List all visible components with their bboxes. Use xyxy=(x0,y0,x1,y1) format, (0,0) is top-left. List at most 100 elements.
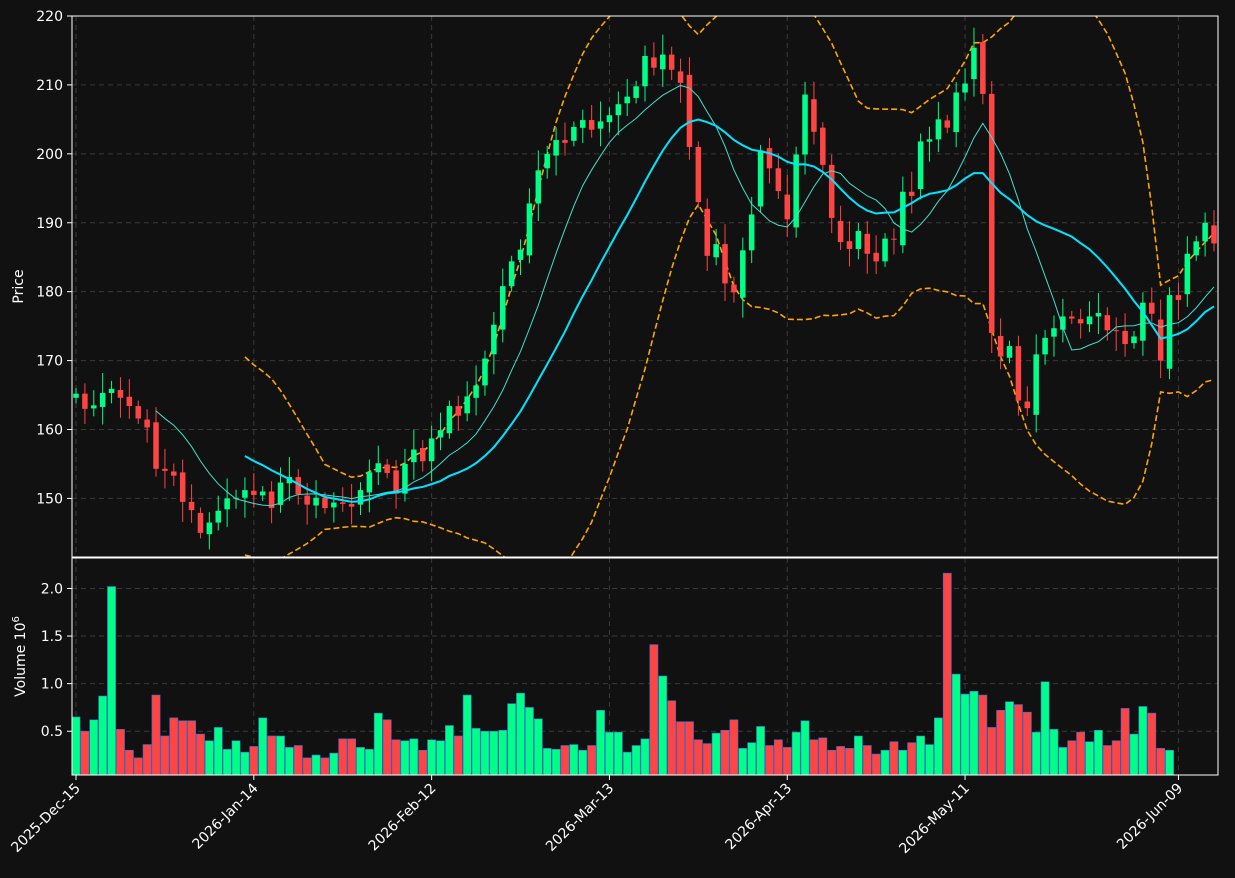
volume-bar xyxy=(382,719,392,775)
price-ytick-label: 160 xyxy=(36,423,63,439)
volume-bar xyxy=(436,740,445,775)
volume-bar xyxy=(453,735,463,775)
volume-bar xyxy=(1138,706,1148,775)
candle-body xyxy=(784,194,791,220)
candle-body xyxy=(731,284,737,293)
candle-body xyxy=(917,141,924,190)
volume-axis-label-text: Volume xyxy=(13,640,29,697)
volume-bar xyxy=(249,746,259,775)
candle-body xyxy=(944,120,951,128)
volume-bar xyxy=(507,703,517,775)
candle-body xyxy=(704,208,710,256)
volume-bar xyxy=(996,709,1006,775)
volume-bar xyxy=(613,731,623,775)
volume-bar xyxy=(418,749,428,775)
volume-bar xyxy=(569,744,579,775)
volume-bar xyxy=(702,743,712,775)
candle-body xyxy=(295,477,302,495)
candle-body xyxy=(339,502,346,504)
candle-body xyxy=(1157,319,1164,361)
volume-bar xyxy=(1076,731,1086,775)
volume-bar xyxy=(818,737,828,775)
volume-bar xyxy=(934,717,943,775)
candle-body xyxy=(153,422,159,469)
candle-body xyxy=(686,74,693,147)
candle-body xyxy=(1068,316,1075,319)
candle-body xyxy=(126,396,133,407)
volume-bar xyxy=(880,749,890,775)
candle-body xyxy=(473,385,479,398)
candle-body xyxy=(322,497,328,509)
volume-bar xyxy=(240,751,250,775)
candle-body xyxy=(1042,337,1048,355)
volume-bar xyxy=(676,721,685,775)
volume-bar xyxy=(1014,704,1023,775)
volume-bar xyxy=(1156,748,1166,775)
volume-bar xyxy=(667,700,677,775)
volume-bar xyxy=(142,744,152,775)
candle-body xyxy=(464,396,470,414)
candle-body xyxy=(259,491,266,496)
volume-ytick-label: 1.5 xyxy=(41,629,63,645)
volume-bar xyxy=(187,720,196,775)
price-ytick-label: 190 xyxy=(36,216,63,232)
volume-bar xyxy=(596,709,605,775)
volume-bar xyxy=(525,707,534,775)
candle-body xyxy=(980,41,986,94)
volume-bar xyxy=(480,730,490,775)
volume-bar xyxy=(782,747,792,775)
candle-body xyxy=(1086,316,1093,325)
volume-bar xyxy=(871,753,881,775)
candle-body xyxy=(446,406,453,434)
candle-body xyxy=(1015,346,1022,401)
volume-bar xyxy=(845,748,854,775)
volume-bar xyxy=(800,720,810,775)
candle-body xyxy=(188,501,195,511)
volume-bar xyxy=(1031,731,1041,775)
candle-body xyxy=(660,54,666,70)
volume-bar xyxy=(124,749,134,775)
candle-body xyxy=(1166,295,1173,369)
candle-body xyxy=(882,238,888,262)
volume-bar xyxy=(356,747,365,775)
candle-body xyxy=(1202,222,1208,242)
volume-bar xyxy=(587,745,597,775)
volume-bar xyxy=(693,739,703,775)
volume-bar xyxy=(311,754,321,775)
volume-bar xyxy=(89,719,99,775)
candle-body xyxy=(1060,316,1066,330)
candle-body xyxy=(455,406,462,416)
volume-bar xyxy=(1005,701,1014,775)
candle-body xyxy=(1024,401,1031,409)
volume-bar xyxy=(516,692,525,775)
volume-bar xyxy=(72,716,81,775)
candle-body xyxy=(144,419,150,428)
candle-body xyxy=(117,389,124,398)
volume-bar xyxy=(1111,740,1121,775)
candle-body xyxy=(393,470,399,494)
volume-bar xyxy=(373,712,383,775)
candle-body xyxy=(722,244,728,284)
volume-bar xyxy=(640,738,650,775)
volume-bar xyxy=(898,749,908,775)
volume-bar xyxy=(391,739,401,775)
candle-body xyxy=(1193,241,1199,256)
volume-bar xyxy=(400,740,410,775)
volume-bar xyxy=(765,745,774,775)
candle-body xyxy=(935,119,942,140)
volume-bar xyxy=(151,694,161,775)
volume-bar xyxy=(747,742,757,775)
candle-body xyxy=(162,468,168,471)
volume-bar xyxy=(773,739,783,775)
volume-bar xyxy=(942,572,952,775)
volume-bar xyxy=(284,747,294,775)
candle-body xyxy=(402,463,408,494)
volume-bar xyxy=(925,744,934,775)
volume-ytick-label: 0.5 xyxy=(41,724,63,740)
candle-body xyxy=(206,522,213,535)
volume-bar xyxy=(1120,708,1130,775)
candle-body xyxy=(215,510,222,523)
candle-body xyxy=(820,127,826,165)
candle-body xyxy=(1077,319,1084,324)
volume-bar xyxy=(969,690,979,775)
